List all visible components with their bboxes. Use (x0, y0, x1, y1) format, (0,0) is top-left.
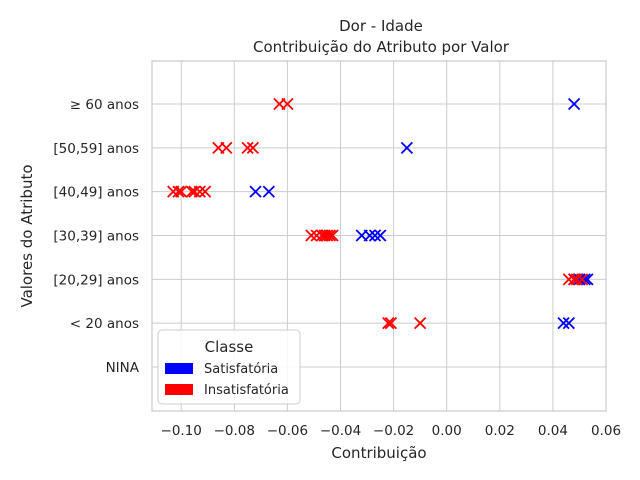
data-point (557, 317, 570, 330)
data-point (363, 229, 376, 242)
x-tick-label: −0.04 (320, 423, 361, 439)
x-tick-label: 0.04 (538, 423, 568, 439)
y-tick-label: [30,39] anos (53, 229, 139, 245)
x-tick-label: −0.08 (214, 423, 255, 439)
data-point (281, 97, 294, 111)
data-point (249, 185, 262, 198)
y-tick-label: < 20 anos (70, 316, 139, 332)
data-point (374, 229, 387, 242)
data-point (575, 273, 589, 286)
legend-box (157, 329, 301, 405)
legend-swatch-insatisfatoria (165, 384, 193, 395)
data-point (326, 229, 339, 242)
data-point (400, 141, 414, 154)
data-point (241, 141, 254, 154)
legend: Classe Satisfatória Insatisfatória (157, 329, 301, 405)
data-point (568, 97, 581, 111)
x-tick-label: 0.00 (432, 423, 462, 439)
x-tick-label: −0.06 (267, 423, 308, 439)
x-tick-label: −0.10 (161, 423, 202, 439)
data-point (414, 317, 427, 330)
data-point (262, 185, 275, 198)
data-point (323, 229, 337, 242)
legend-label-satisfatoria: Satisfatória (204, 362, 278, 377)
data-point (220, 141, 233, 154)
y-tick-labels: NINA < 20 anos [20,29] anos [30,39] anos [40… (53, 97, 139, 376)
data-point (193, 185, 206, 198)
data-point (246, 141, 260, 154)
data-point (198, 185, 212, 198)
data-point (175, 185, 188, 198)
data-point (581, 273, 594, 286)
x-tick-labels: −0.10 −0.08 −0.06 −0.04 −0.02 0.00 0.02 0.04 0.0… (161, 423, 622, 439)
data-points (167, 97, 594, 330)
legend-swatch-satisfatoria (165, 363, 193, 374)
y-axis-label: Valores do Atributo (18, 164, 36, 307)
chart-title: Dor - Idade (339, 17, 423, 35)
data-point (382, 317, 395, 330)
data-point (172, 185, 185, 198)
series-insatisfatoria (167, 97, 589, 330)
data-point (188, 185, 201, 198)
x-tick-label: 0.06 (591, 423, 621, 439)
data-point (305, 229, 318, 242)
x-axis-label: Contribuição (331, 444, 426, 462)
data-point (368, 229, 382, 242)
legend-title: Classe (205, 338, 254, 356)
chart-subtitle: Contribuição do Atributo por Valor (253, 38, 510, 56)
y-tick-label: [20,29] anos (53, 272, 139, 288)
x-tick-label: 0.02 (485, 423, 515, 439)
y-tick-label: ≥ 60 anos (70, 97, 139, 113)
data-point (562, 317, 575, 330)
legend-label-insatisfatoria: Insatisfatória (204, 383, 289, 398)
y-tick-label: [40,49] anos (53, 185, 139, 201)
data-point (570, 273, 583, 286)
data-point (384, 317, 398, 330)
x-tick-label: −0.02 (373, 423, 414, 439)
y-tick-label: NINA (106, 360, 140, 376)
data-point (321, 229, 334, 242)
y-tick-label: [50,59] anos (53, 141, 139, 157)
plot-area-frame (151, 60, 607, 412)
